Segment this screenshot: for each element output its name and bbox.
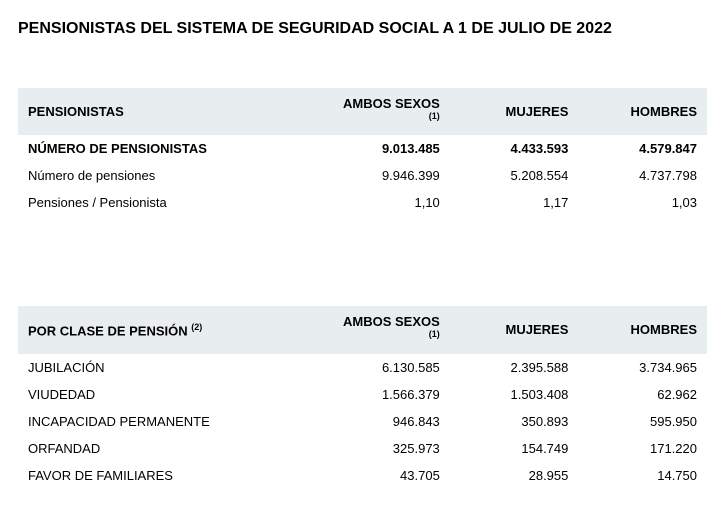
cell: 3.734.965: [578, 354, 707, 381]
cell: 1,03: [578, 189, 707, 216]
cell: 4.579.847: [578, 135, 707, 162]
cell: 350.893: [450, 408, 579, 435]
cell: FAVOR DE FAMILIARES: [18, 462, 321, 489]
cell: 4.433.593: [450, 135, 579, 162]
header-hombres: HOMBRES: [578, 88, 707, 135]
table-row: ORFANDAD325.973154.749171.220: [18, 435, 707, 462]
cell: 325.973: [321, 435, 450, 462]
table-header-row: PENSIONISTAS AMBOS SEXOS (1) MUJERES HOM…: [18, 88, 707, 135]
cell: 2.395.588: [450, 354, 579, 381]
cell: ORFANDAD: [18, 435, 321, 462]
table-row: VIUDEDAD1.566.3791.503.40862.962: [18, 381, 707, 408]
table-row: FAVOR DE FAMILIARES43.70528.95514.750: [18, 462, 707, 489]
cell: 1,10: [321, 189, 450, 216]
cell: 43.705: [321, 462, 450, 489]
cell: 5.208.554: [450, 162, 579, 189]
cell: 9.946.399: [321, 162, 450, 189]
cell: 595.950: [578, 408, 707, 435]
clase-pension-table: POR CLASE DE PENSIÓN (2) AMBOS SEXOS (1)…: [18, 306, 707, 488]
cell: 4.737.798: [578, 162, 707, 189]
table-row: NÚMERO DE PENSIONISTAS9.013.4854.433.593…: [18, 135, 707, 162]
header-hombres: HOMBRES: [578, 306, 707, 353]
cell: 9.013.485: [321, 135, 450, 162]
pensionistas-table: PENSIONISTAS AMBOS SEXOS (1) MUJERES HOM…: [18, 88, 707, 216]
cell: 1.503.408: [450, 381, 579, 408]
header-ambos: AMBOS SEXOS (1): [321, 306, 450, 353]
cell: INCAPACIDAD PERMANENTE: [18, 408, 321, 435]
cell: NÚMERO DE PENSIONISTAS: [18, 135, 321, 162]
table1-body: NÚMERO DE PENSIONISTAS9.013.4854.433.593…: [18, 135, 707, 216]
cell: 62.962: [578, 381, 707, 408]
table-row: Número de pensiones9.946.3995.208.5544.7…: [18, 162, 707, 189]
table-row: JUBILACIÓN6.130.5852.395.5883.734.965: [18, 354, 707, 381]
cell: VIUDEDAD: [18, 381, 321, 408]
cell: 6.130.585: [321, 354, 450, 381]
page-title: PENSIONISTAS DEL SISTEMA DE SEGURIDAD SO…: [18, 20, 707, 38]
cell: 28.955: [450, 462, 579, 489]
cell: 946.843: [321, 408, 450, 435]
header-mujeres: MUJERES: [450, 306, 579, 353]
cell: 154.749: [450, 435, 579, 462]
table-row: Pensiones / Pensionista1,101,171,03: [18, 189, 707, 216]
header-mujeres: MUJERES: [450, 88, 579, 135]
cell: JUBILACIÓN: [18, 354, 321, 381]
table2-body: JUBILACIÓN6.130.5852.395.5883.734.965VIU…: [18, 354, 707, 489]
cell: 1.566.379: [321, 381, 450, 408]
cell: 14.750: [578, 462, 707, 489]
cell: 1,17: [450, 189, 579, 216]
header-ambos: AMBOS SEXOS (1): [321, 88, 450, 135]
table-row: INCAPACIDAD PERMANENTE946.843350.893595.…: [18, 408, 707, 435]
header-label: PENSIONISTAS: [18, 88, 321, 135]
cell: 171.220: [578, 435, 707, 462]
header-label: POR CLASE DE PENSIÓN (2): [18, 306, 321, 353]
table-header-row: POR CLASE DE PENSIÓN (2) AMBOS SEXOS (1)…: [18, 306, 707, 353]
cell: Pensiones / Pensionista: [18, 189, 321, 216]
cell: Número de pensiones: [18, 162, 321, 189]
